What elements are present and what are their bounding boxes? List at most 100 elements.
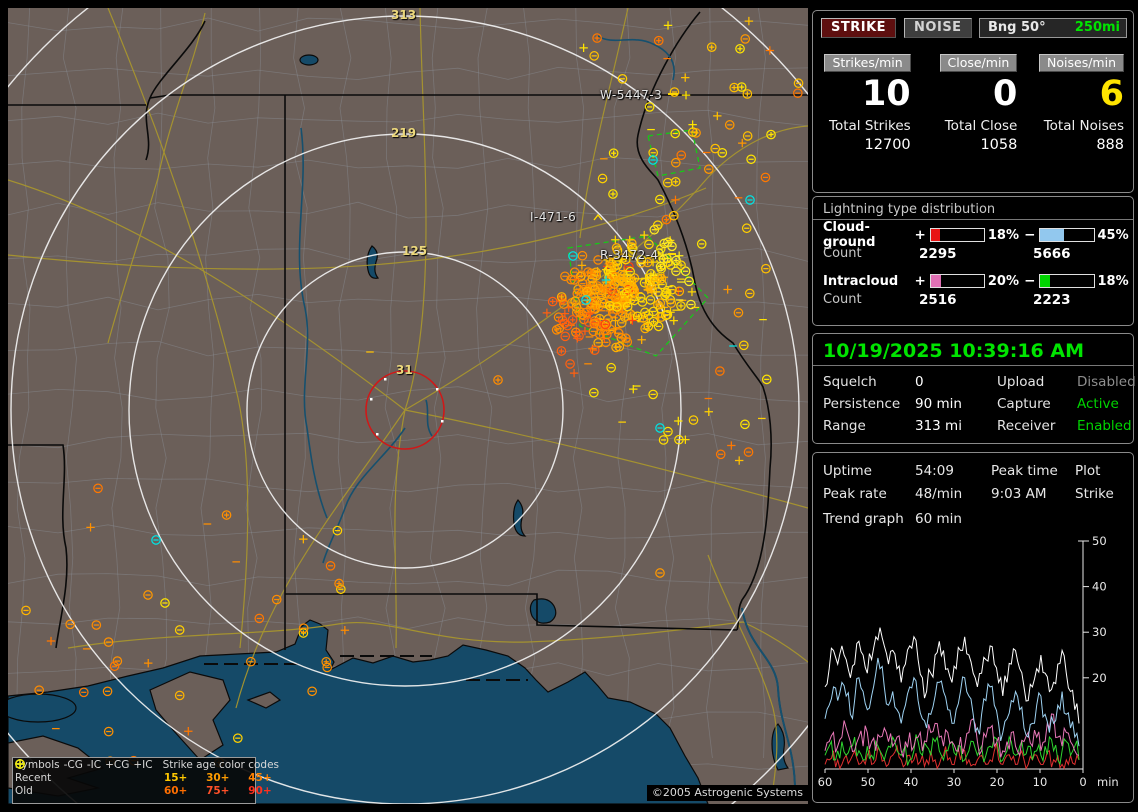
- datetime-display: 10/19/2025 10:39:16 AM: [813, 334, 1133, 366]
- trend-window-value: 60 min: [915, 511, 962, 527]
- strikes-per-min-chip[interactable]: Strikes/min: [824, 54, 911, 72]
- ic-minus-bar: [1039, 274, 1095, 288]
- ring-label-219: 219: [391, 126, 417, 140]
- legend-col-cg-neg: -CG: [63, 759, 83, 771]
- age-60: 60+: [163, 785, 188, 797]
- age-75: 75+: [206, 785, 230, 797]
- barrier-islands: [204, 655, 528, 681]
- ic-plus-pct: 20%: [987, 273, 1019, 289]
- total-close-label: Total Close: [944, 118, 1018, 134]
- cloud-ground-label: Cloud-ground: [823, 220, 876, 250]
- trac-label: I-471-6: [530, 210, 577, 224]
- svg-text:0: 0: [1079, 775, 1086, 789]
- noises-per-min-value: 6: [1099, 74, 1125, 114]
- rivers: [298, 35, 797, 797]
- old-ic-pos-icon: [15, 759, 154, 798]
- total-strikes-value: 12700: [864, 137, 911, 153]
- minus-sign: −: [1024, 227, 1036, 243]
- trend-graph-label: Trend graph: [823, 511, 904, 527]
- cloud-ground-count-row: Count 2295 5666: [813, 246, 1133, 264]
- legend-col-ic-neg: -IC: [86, 759, 102, 771]
- old-cg-neg-icon: [15, 759, 85, 798]
- age-45: 45+: [248, 772, 272, 784]
- close-per-min-value: 0: [992, 74, 1018, 114]
- range-rings: [8, 8, 808, 804]
- ic-minus-count: 2223: [1033, 292, 1071, 308]
- legend-row-old-label: Old: [15, 785, 33, 797]
- intracloud-row: Intracloud + 20% − 18%: [813, 272, 1133, 290]
- roads: [8, 8, 808, 797]
- upload-label: Upload: [997, 374, 1045, 390]
- svg-text:20: 20: [1092, 671, 1107, 685]
- trac-ticks: [593, 93, 678, 255]
- alarm-ring-marks: [370, 378, 444, 436]
- ic-plus-bar: [929, 274, 985, 288]
- plot-label: Plot: [1075, 463, 1101, 479]
- receiver-status: Enabled: [1077, 418, 1132, 434]
- svg-text:40: 40: [904, 775, 919, 789]
- storm-cell-outlines: [567, 129, 709, 357]
- trend-graph: 50 40 30 20 60 50 40 30 20 10 0 min: [818, 534, 1119, 789]
- ring-label-31: 31: [396, 363, 413, 377]
- recent-ic-pos-icon: [15, 759, 154, 785]
- svg-text:10: 10: [1033, 775, 1048, 789]
- svg-text:20: 20: [990, 775, 1005, 789]
- total-noises-value: 888: [1096, 137, 1125, 153]
- squelch-value: 0: [915, 374, 924, 390]
- legend-symbols-header: Symbols: [15, 759, 60, 771]
- bearing-range-display: Bng 50° 250mi: [979, 18, 1127, 38]
- total-strikes-label: Total Strikes: [829, 118, 911, 134]
- trac-label: W-5447-3: [600, 88, 663, 102]
- count-label: Count: [823, 246, 862, 261]
- svg-text:50: 50: [1092, 534, 1107, 548]
- plus-sign: +: [914, 273, 926, 289]
- plus-sign: +: [914, 227, 926, 243]
- state-borders: [8, 11, 808, 797]
- plot-value: Strike: [1075, 486, 1114, 502]
- range-value: 250mi: [1074, 20, 1120, 35]
- lightning-distribution-panel: Lightning type distribution Cloud-ground…: [812, 196, 1134, 326]
- ic-plus-count: 2516: [919, 292, 957, 308]
- cg-plus-pct: 18%: [987, 227, 1019, 243]
- status-panel: 10/19/2025 10:39:16 AM Squelch 0 Upload …: [812, 333, 1136, 444]
- svg-text:30: 30: [1092, 625, 1107, 639]
- persistence-value: 90 min: [915, 396, 962, 412]
- age-15: 15+: [163, 772, 188, 784]
- capture-status: Active: [1077, 396, 1119, 412]
- recent-cg-neg-icon: [15, 759, 85, 785]
- peak-time-label: Peak time: [991, 463, 1058, 479]
- radar-map[interactable]: 313 219 125 31 W-5447-3 I-471-6 R-3472-4…: [8, 8, 808, 804]
- intracloud-label: Intracloud: [823, 273, 899, 289]
- svg-text:60: 60: [818, 775, 833, 789]
- minus-sign: −: [1024, 273, 1036, 289]
- uptime-label: Uptime: [823, 463, 872, 479]
- age-30: 30+: [206, 772, 230, 784]
- intracloud-count-row: Count 2516 2223: [813, 292, 1133, 310]
- peak-rate-value: 48/min: [915, 486, 963, 502]
- squelch-label: Squelch: [823, 374, 877, 390]
- strike-mode-button[interactable]: STRIKE: [821, 18, 897, 38]
- svg-text:30: 30: [947, 775, 962, 789]
- legend-age-header: Strike age color codes: [162, 759, 279, 771]
- cloud-ground-row: Cloud-ground + 18% − 45%: [813, 220, 1133, 250]
- strike-symbols: [21, 16, 804, 768]
- recent-cg-pos-icon: [15, 759, 131, 785]
- peak-rate-label: Peak rate: [823, 486, 887, 502]
- old-cg-pos-icon: [15, 759, 131, 798]
- age-90: 90+: [248, 785, 272, 797]
- svg-text:min: min: [1097, 775, 1119, 789]
- old-ic-neg-icon: [16, 763, 103, 798]
- legend-col-cg-pos: +CG: [105, 759, 130, 771]
- noises-per-min-chip[interactable]: Noises/min: [1039, 54, 1125, 72]
- distribution-title: Lightning type distribution: [813, 197, 1133, 220]
- strikes-per-min-value: 10: [861, 74, 911, 114]
- noise-mode-button[interactable]: NOISE: [904, 18, 972, 38]
- copyright-notice: ©2005 Astrogenic Systems: [646, 785, 808, 801]
- symbol-legend: Symbols -CG -IC +CG +IC Strike age color…: [12, 757, 279, 804]
- total-noises-label: Total Noises: [1043, 118, 1125, 134]
- close-per-min-chip[interactable]: Close/min: [939, 54, 1018, 72]
- range-label: Range: [823, 418, 866, 434]
- trend-panel: Uptime 54:09 Peak time Plot Peak rate 48…: [812, 452, 1134, 803]
- persistence-label: Persistence: [823, 396, 901, 412]
